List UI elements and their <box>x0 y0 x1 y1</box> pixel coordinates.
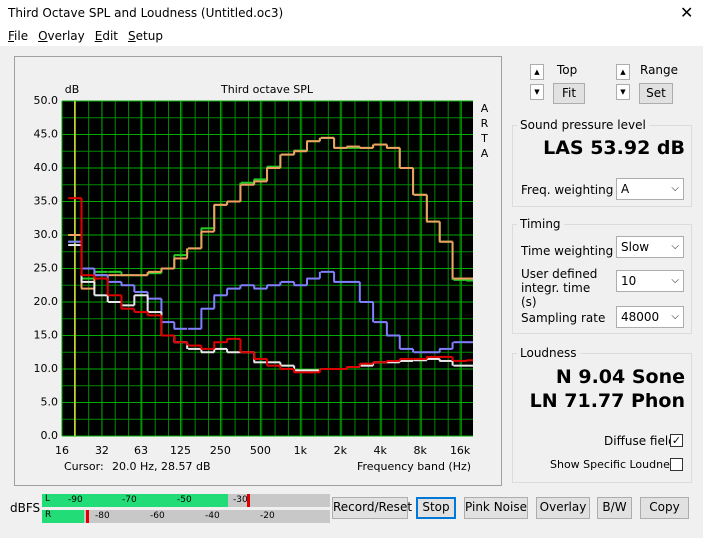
record-button[interactable]: Record/Reset <box>332 497 412 519</box>
x-tick-label: 2k <box>334 444 348 457</box>
meter-right <box>42 510 330 523</box>
x-tick-label: 500 <box>250 444 271 457</box>
spl-reading: LAS 53.92 dB <box>543 137 685 159</box>
title-bar <box>0 0 703 28</box>
field-label: User defined integr. time (s) <box>521 267 598 309</box>
y-tick-label: 30.0 <box>34 228 59 241</box>
set-button[interactable]: Set <box>639 83 673 104</box>
scale-label: -50 <box>177 495 192 505</box>
field-label: Time weighting <box>521 244 614 258</box>
checkbox[interactable]: ✓ <box>670 434 683 447</box>
field-label: Sampling rate <box>521 311 606 325</box>
y-tick-label: 0.0 <box>41 429 59 442</box>
x-tick-label: 125 <box>170 444 191 457</box>
checkbox-label: Show Specific Loudness <box>550 458 682 471</box>
x-tick-label: 8k <box>414 444 428 457</box>
y-tick-label: 10.0 <box>34 362 59 375</box>
x-tick-label: 63 <box>134 444 148 457</box>
spin-up[interactable]: ▲ <box>616 64 630 80</box>
spin-up[interactable]: ▲ <box>530 64 544 80</box>
cursor-value: 20.0 Hz, 28.57 dB <box>112 460 211 473</box>
x-tick-label: 32 <box>95 444 109 457</box>
spin-down[interactable]: ▼ <box>616 84 630 100</box>
chart-title: Third octave SPL <box>220 83 314 96</box>
scale-label: -80 <box>95 511 110 521</box>
menu-item[interactable]: Setup <box>128 29 163 43</box>
loudness-n: N 9.04 Sone <box>555 366 685 388</box>
meter-label: dBFS <box>10 501 41 515</box>
channel-label: L <box>45 494 51 504</box>
scale-label: -70 <box>122 495 137 505</box>
cursor-label: Cursor: <box>64 460 104 473</box>
group-title: Sound pressure level <box>517 118 649 132</box>
y-tick-label: 35.0 <box>34 195 59 208</box>
timing-group: Timing <box>512 217 692 334</box>
loudness-group: Loudness <box>512 346 692 483</box>
y-tick-label: 25.0 <box>34 262 59 275</box>
checkbox-label: Diffuse field <box>604 434 676 448</box>
window-title: Third Octave SPL and Loudness (Untitled.… <box>8 6 284 20</box>
y-tick-label: 20.0 <box>34 295 59 308</box>
scale-label: -60 <box>150 511 165 521</box>
side-label: ARTA <box>478 102 491 162</box>
y-tick-label: 50.0 <box>34 94 59 107</box>
select[interactable]: 48000 <box>616 306 684 328</box>
select[interactable]: A <box>616 178 684 200</box>
meter-right-peak <box>86 510 89 523</box>
bw-button[interactable]: B/W <box>597 497 632 519</box>
menu-item[interactable]: Edit <box>94 29 119 43</box>
y-tick-label: 5.0 <box>41 396 59 409</box>
close-button[interactable]: ✕ <box>680 3 694 22</box>
y-tick-label: 45.0 <box>34 128 59 141</box>
menu-bar: File Overlay Edit Setup <box>0 28 703 46</box>
pink-noise-button[interactable]: Pink Noise <box>464 497 528 519</box>
select[interactable]: Slow <box>616 236 684 258</box>
x-axis-label: Frequency band (Hz) <box>357 460 471 473</box>
scale-label: -40 <box>205 511 220 521</box>
scale-label: -90 <box>68 495 83 505</box>
x-tick-label: 1k <box>294 444 308 457</box>
chart: Third octave SPL dB Frequency band (Hz) … <box>14 56 502 486</box>
x-tick-label: 250 <box>210 444 231 457</box>
menu-item[interactable]: File <box>8 29 29 43</box>
checkbox[interactable] <box>670 458 683 471</box>
overlay-button[interactable]: Overlay <box>536 497 590 519</box>
y-axis-label: dB <box>65 83 80 96</box>
copy-button[interactable]: Copy <box>640 497 689 519</box>
scale-label: -20 <box>260 511 275 521</box>
text-input[interactable]: 10 <box>616 270 684 292</box>
scale-label: -30 <box>233 495 248 505</box>
menu-item[interactable]: Overlay <box>38 29 85 43</box>
series-group <box>68 136 473 374</box>
group-title: Timing <box>517 217 564 231</box>
fit-button[interactable]: Fit <box>553 83 585 104</box>
y-tick-label: 40.0 <box>34 161 59 174</box>
meter-right-level <box>42 510 84 523</box>
meter-left-level <box>42 494 228 507</box>
spl-group: Sound pressure level <box>512 118 692 207</box>
range-label: Range <box>640 63 679 77</box>
meter-left-peak <box>247 494 250 507</box>
top-label: Top <box>557 63 578 77</box>
channel-label: R <box>45 510 52 520</box>
loudness-ln: LN 71.77 Phon <box>529 390 685 412</box>
x-tick-label: 4k <box>374 444 388 457</box>
field-label: Freq. weighting <box>521 183 614 197</box>
group-title: Loudness <box>517 346 580 360</box>
spin-down[interactable]: ▼ <box>530 84 544 100</box>
x-tick-label: 16k <box>450 444 471 457</box>
x-tick-label: 16 <box>55 444 69 457</box>
y-tick-label: 15.0 <box>34 329 59 342</box>
stop-button[interactable]: Stop <box>416 497 456 519</box>
